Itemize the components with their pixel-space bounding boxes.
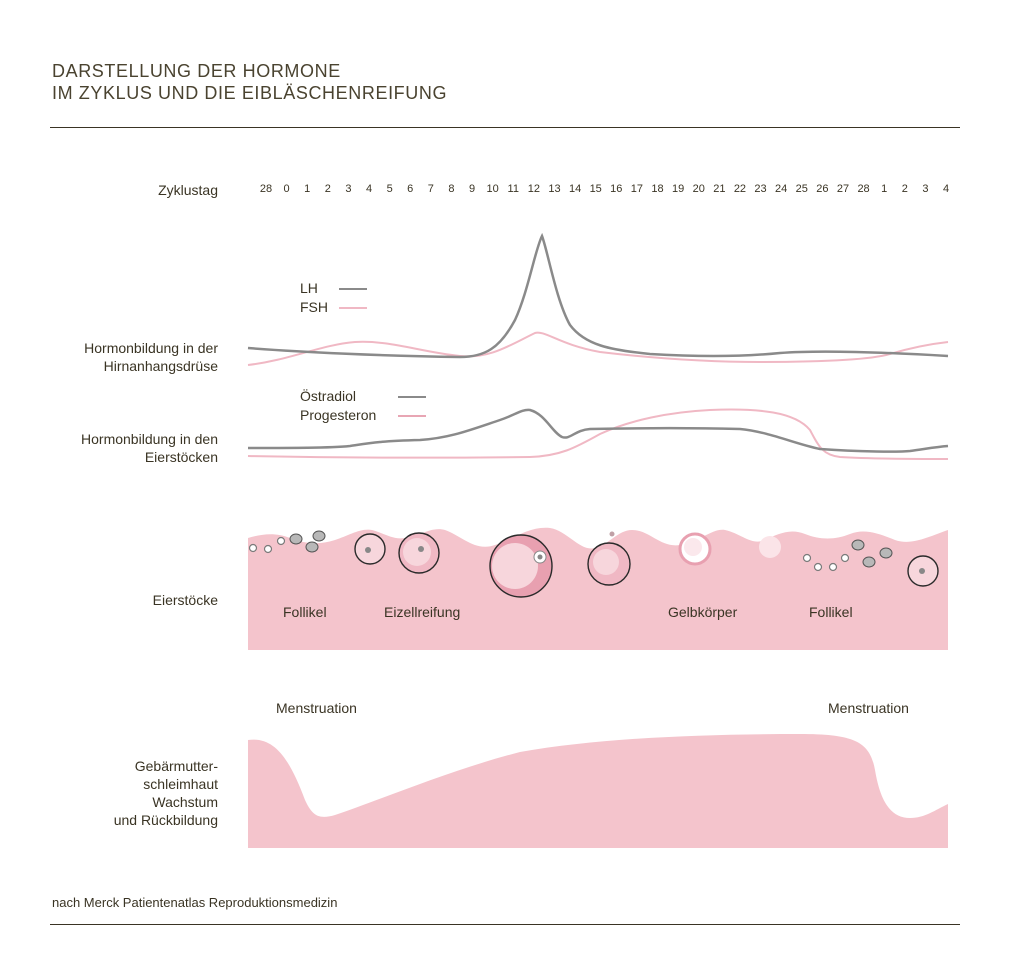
lh-curve <box>247 232 949 359</box>
cycle-day-tick: 6 <box>407 183 414 195</box>
fsh-curve <box>247 331 949 366</box>
cycle-day-tick: 18 <box>651 183 664 195</box>
endometrium-label: Gebärmutter- schleimhaut Wachstum und Rü… <box>113 758 218 828</box>
cycle-day-tick: 1 <box>304 183 311 195</box>
cycle-day-tick: 24 <box>775 183 788 195</box>
corpus-luteum-regressing <box>759 536 781 558</box>
cycle-day-tick: 1 <box>881 183 888 195</box>
menstruation-label-right: Menstruation <box>828 700 909 716</box>
title-line-1: DARSTELLUNG DER HORMONE <box>52 61 341 81</box>
cycle-day-tick: 19 <box>671 183 685 195</box>
endometrium-band <box>248 734 948 848</box>
ovaries-label: Eierstöcke <box>152 592 218 608</box>
follicle-next-cycle <box>907 555 939 587</box>
title-line-2: IM ZYKLUS UND DIE EIBLÄSCHENREIFUNG <box>52 83 448 103</box>
follicles-left <box>248 530 326 554</box>
cycle-day-tick: 27 <box>836 183 850 195</box>
cycle-day-tick: 28 <box>857 183 870 195</box>
cycle-day-tick: 0 <box>283 183 290 195</box>
lh-legend-label: LH <box>300 280 318 296</box>
cycle-day-tick: 21 <box>713 183 726 195</box>
cycle-day-tick: 4 <box>942 183 950 195</box>
estradiol-curve <box>247 408 949 453</box>
cycle-day-tick: 25 <box>795 183 808 195</box>
progesterone-curve <box>247 408 949 460</box>
pituitary-label: Hormonbildung in der Hirnanhangsdrüse <box>84 340 218 374</box>
cycle-day-tick: 22 <box>733 183 747 195</box>
follicle-label-1: Follikel <box>283 604 327 620</box>
cycle-day-tick: 2 <box>901 183 908 195</box>
follicle-growing-1 <box>354 533 386 565</box>
top-divider <box>50 127 960 128</box>
cycle-day-tick: 16 <box>610 183 623 195</box>
cycle-day-tick: 8 <box>448 183 455 195</box>
menstruation-label-left: Menstruation <box>276 700 357 716</box>
cycle-day-tick: 28 <box>259 183 273 195</box>
cycle-day-tick: 10 <box>486 183 499 195</box>
progesterone-legend-label: Progesteron <box>300 407 377 423</box>
corpus-luteum-label: Gelbkörper <box>668 604 738 620</box>
corpus-luteum <box>678 532 712 566</box>
follicle-label-2: Follikel <box>809 604 853 620</box>
estradiol-legend-label: Östradiol <box>300 388 357 404</box>
ovulation <box>587 531 631 586</box>
cycle-day-tick: 2 <box>324 183 331 195</box>
cycle-day-tick: 26 <box>816 183 829 195</box>
cycle-day-label: Zyklustag <box>158 182 218 198</box>
cycle-day-tick: 11 <box>507 183 519 195</box>
cycle-day-tick: 15 <box>589 183 602 195</box>
cycle-day-tick: 13 <box>548 183 561 195</box>
bottom-divider <box>50 924 960 925</box>
cycle-day-tick: 14 <box>568 183 582 195</box>
cycle-day-tick: 12 <box>527 183 540 195</box>
fsh-legend-label: FSH <box>300 299 328 315</box>
cycle-day-axis: 28 0 1 2 3 4 5 6 7 8 9 10 11 12 13 14 15 16 17 18 19 20 21 22 23… <box>0 183 1024 199</box>
cycle-day-tick: 17 <box>630 183 644 195</box>
cycle-day-tick: 23 <box>754 183 767 195</box>
egg-maturation-label: Eizellreifung <box>384 604 461 620</box>
cycle-day-tick: 20 <box>692 183 705 195</box>
cycle-day-tick: 3 <box>922 183 929 195</box>
cycle-day-tick: 5 <box>386 183 393 195</box>
cycle-day-tick: 3 <box>345 183 352 195</box>
follicle-mature <box>489 534 553 598</box>
source-note: nach Merck Patientenatlas Reproduktionsm… <box>52 895 338 910</box>
follicles-right <box>802 539 893 572</box>
cycle-day-tick: 9 <box>468 183 476 195</box>
cycle-day-tick: 7 <box>427 183 434 195</box>
follicle-growing-2 <box>398 532 440 574</box>
page-title: DARSTELLUNG DER HORMONE IM ZYKLUS UND DI… <box>52 60 447 104</box>
ovary-hormone-label: Hormonbildung in den Eierstöcken <box>81 431 218 465</box>
cycle-day-tick: 4 <box>365 183 373 195</box>
